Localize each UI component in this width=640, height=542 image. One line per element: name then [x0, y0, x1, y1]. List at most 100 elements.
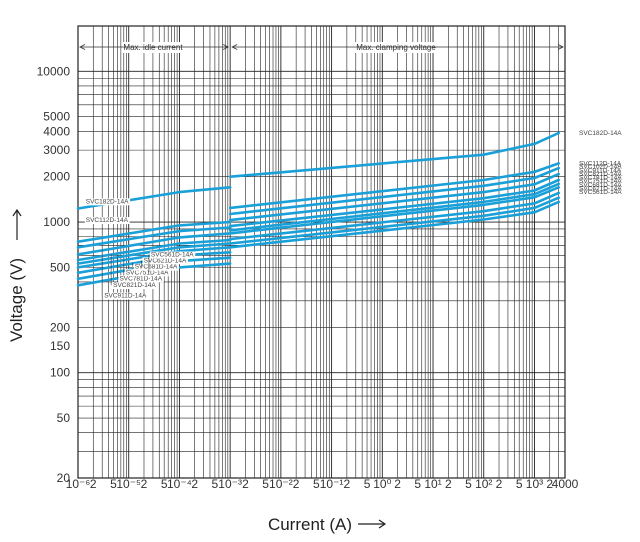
x-tick-label: 10⁻¹ [320, 477, 344, 491]
x-tick-label: 10¹ [424, 477, 441, 491]
series-label-idle: SVC821D-14A [113, 282, 156, 289]
series-label-right: SVC821D-14A [579, 171, 622, 178]
series-label-idle: SVC781D-14A [119, 275, 162, 282]
y-tick-label: 2000 [43, 170, 70, 184]
range-bands: Max. idle current Max. clamping voltage [79, 42, 564, 53]
x-tick-label: 10⁰ [373, 477, 391, 491]
series-label-right: SVC751D-14A [579, 178, 622, 185]
series-idle-line [76, 242, 232, 265]
series-label-backing [133, 263, 180, 271]
x-tick-label: 5 [516, 477, 523, 491]
series-label-idle: SVC751D-14A [126, 269, 169, 276]
x-tick-label: 10⁻⁴ [167, 477, 192, 491]
x-axis-arrow-icon [358, 519, 387, 529]
series-label-right: SVC781D-14A [579, 175, 622, 182]
clamp-band-arrow-head-right [557, 44, 564, 50]
y-tick-label: 10000 [37, 64, 71, 78]
series-clamp-line [228, 191, 560, 241]
series-clamp-line [228, 162, 560, 210]
y-tick-label: 5000 [43, 110, 70, 124]
x-tick-label: 2 [546, 477, 553, 491]
y-axis-title: Voltage (V) [7, 258, 26, 342]
series-lines [76, 131, 560, 287]
series-clamp-line [228, 178, 560, 228]
series-label-right: SVC681D-14A [579, 182, 622, 189]
grid [77, 25, 566, 479]
series-label-right: SVC621D-14A [579, 185, 622, 192]
series-label-backing [118, 275, 164, 283]
series-idle-line [76, 246, 232, 269]
y-tick-label: 4000 [43, 124, 70, 138]
y-tick-label: 20 [57, 471, 71, 485]
series-labels: SVC182D-14A SVC182D-14A SVC112D-14A SVC112D… [84, 130, 622, 300]
x-tick-label: 10⁻⁶ [66, 477, 91, 491]
x-tick-label: 10⁻⁵ [116, 477, 141, 491]
x-axis-title: Current (A) [268, 515, 352, 534]
series-clamp-line [228, 131, 560, 178]
x-tick-label: 10⁻² [269, 477, 293, 491]
x-tick-label: 5 [262, 477, 269, 491]
x-tick-label: 10³ [526, 477, 543, 491]
series-label-right: SVC911D-14A [579, 167, 622, 174]
series-clamp-line [228, 196, 560, 245]
x-tick-label: 5 [313, 477, 320, 491]
x-tick-label: 2 [141, 477, 148, 491]
band-label-backing [354, 42, 439, 53]
y-tick-label: 200 [50, 320, 70, 334]
y-tick-label: 500 [50, 260, 70, 274]
series-label-backing [112, 282, 158, 290]
series-label-backing [84, 198, 131, 206]
x-tick-label: 10² [475, 477, 492, 491]
y-tick-label: 3000 [43, 143, 70, 157]
x-tick-label: 2 [344, 477, 351, 491]
y-axis-arrow-icon [12, 208, 22, 240]
series-clamp-line [228, 182, 560, 232]
x-tick-label: 2 [394, 477, 401, 491]
series-label-backing [103, 292, 149, 300]
series-label-right: SVC112D-14A [579, 160, 622, 167]
series-clamp-line [228, 172, 560, 222]
series-label-idle: SVC681D-14A [135, 264, 178, 271]
y-tick-label: 50 [57, 411, 71, 425]
x-tick-label: 2 [90, 477, 97, 491]
series-label-right: SVC561D-14A [579, 189, 622, 196]
series-label-idle: SVC911D-14A [104, 293, 147, 300]
series-label-right: SVC182D-14A [579, 130, 622, 137]
x-tick-label: 5 [364, 477, 371, 491]
series-idle-line [76, 232, 232, 256]
idle-band-arrow-head-left [79, 44, 86, 50]
x-tick-label: 2 [496, 477, 503, 491]
clamp-band-label: Max. clamping voltage [356, 43, 436, 52]
series-label-idle: SVC561D-14A [151, 252, 194, 259]
series-label-backing [142, 257, 188, 265]
y-tick-label: 150 [50, 339, 70, 353]
x-tick-label: 4000 [552, 477, 579, 491]
x-tick-label: 5 [161, 477, 168, 491]
clamp-band-arrow-head-left [231, 44, 238, 50]
series-clamp-line [228, 166, 560, 216]
x-tick-label: 5 [110, 477, 117, 491]
x-tick-labels: 10⁻⁶ 2 5 10⁻⁵ 2 5 10⁻⁴ 2 5 10⁻³ 2 5 10⁻² 2 5 10⁻¹ 2 5 10⁰ 2… [66, 477, 579, 491]
idle-band-label: Max. idle current [123, 43, 183, 52]
x-tick-label: 2 [293, 477, 300, 491]
x-tick-label: 2 [191, 477, 198, 491]
series-label-idle: SVC182D-14A [86, 198, 129, 205]
x-tick-label: 2 [242, 477, 249, 491]
x-tick-label: 5 [465, 477, 472, 491]
series-idle-line [76, 220, 232, 243]
series-clamp-line [228, 200, 560, 249]
x-tick-label: 10⁻³ [218, 477, 242, 491]
series-label-backing [84, 217, 130, 225]
series-idle-line [76, 238, 232, 262]
series-label-backing [124, 269, 171, 277]
x-tick-label: 5 [212, 477, 219, 491]
y-tick-label: 100 [50, 366, 70, 380]
idle-band-arrow-head-right [222, 44, 230, 50]
series-clamp-line [228, 186, 560, 235]
y-tick-label: 1000 [43, 215, 70, 229]
band-label-backing [121, 42, 186, 53]
series-idle-line [76, 262, 232, 287]
series-label-idle: SVC621D-14A [144, 257, 187, 264]
